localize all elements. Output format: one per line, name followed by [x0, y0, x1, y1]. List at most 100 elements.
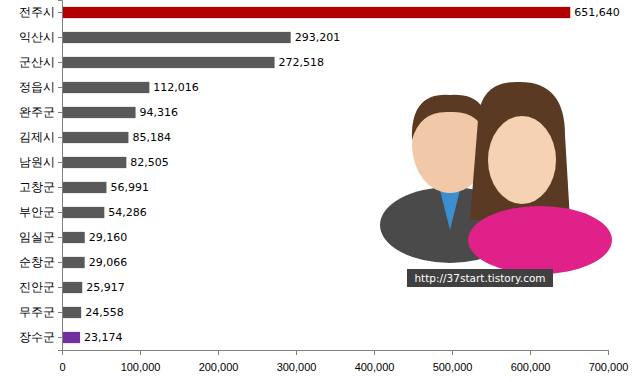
y-tick-label: 진안군: [19, 280, 55, 294]
bar: [62, 232, 85, 243]
data-label: 29,066: [89, 256, 128, 269]
y-tick-mark: [58, 162, 62, 163]
data-label: 272,518: [279, 56, 325, 69]
y-tick: 전주시: [19, 5, 62, 19]
bar: [62, 282, 82, 293]
x-tick-mark: [218, 350, 219, 355]
y-tick-label: 장수군: [19, 330, 55, 344]
y-tick-label: 정읍시: [19, 80, 55, 94]
data-label: 54,286: [108, 206, 147, 219]
y-tick-mark: [58, 337, 62, 338]
y-tick: 진안군: [19, 280, 62, 294]
y-tick-label: 완주군: [19, 105, 55, 119]
x-tick-label: 700,000: [589, 361, 629, 373]
bar: [62, 332, 80, 343]
icon-hair-woman: [470, 82, 570, 220]
y-tick-label: 김제시: [19, 130, 55, 144]
data-label: 24,558: [85, 306, 124, 319]
data-label: 112,016: [153, 81, 199, 94]
x-tick: 100,000: [121, 350, 161, 373]
data-label: 82,505: [130, 156, 169, 169]
bar: [62, 107, 136, 118]
bar: [62, 57, 275, 68]
bar: [62, 32, 291, 43]
x-axis-line: [63, 351, 609, 356]
x-tick-label: 300,000: [277, 361, 317, 373]
data-label: 56,991: [110, 181, 148, 194]
icon-tie: [440, 190, 460, 230]
y-tick: 남원시: [19, 155, 62, 169]
data-label: 29,160: [89, 231, 128, 244]
data-label: 651,640: [574, 6, 620, 19]
y-axis: 전주시익산시군산시정읍시완주군김제시남원시고창군부안군임실군순창군진안군무주군장…: [19, 1, 63, 351]
x-tick-label: 400,000: [355, 361, 395, 373]
icon-hair-man: [412, 95, 488, 140]
bar: [62, 82, 149, 93]
y-tick-mark: [58, 237, 62, 238]
x-tick: 600,000: [511, 350, 551, 373]
y-tick-mark: [58, 187, 62, 188]
y-tick: 무주군: [19, 305, 62, 319]
x-tick-mark: [296, 350, 297, 355]
y-tick-mark: [58, 137, 62, 138]
data-label: 85,184: [132, 131, 171, 144]
y-tick-label: 군산시: [19, 55, 55, 69]
x-tick: 200,000: [199, 350, 239, 373]
y-tick-mark: [58, 312, 62, 313]
y-tick: 완주군: [19, 105, 62, 119]
x-tick-mark: [140, 350, 141, 355]
y-tick-mark: [58, 62, 62, 63]
annotation: http://37start.tistory.com: [414, 272, 545, 284]
data-labels: 651,640 293,201 272,518 112,016 94,316 85,184…: [84, 6, 620, 344]
y-tick: 김제시: [19, 130, 62, 144]
x-axis: 0 100,000 200,000 300,000 400,000 500,000 600,…: [59, 350, 628, 373]
y-tick-mark: [58, 87, 62, 88]
x-tick-mark: [530, 350, 531, 355]
y-tick-label: 익산시: [19, 30, 55, 44]
annotation-box: [407, 269, 553, 287]
data-label: 23,174: [84, 331, 123, 344]
x-tick: 400,000: [355, 350, 395, 373]
bar: [62, 207, 104, 218]
y-tick-mark: [58, 287, 62, 288]
y-tick-mark: [58, 262, 62, 263]
x-tick-mark: [452, 350, 453, 355]
x-tick: 300,000: [277, 350, 317, 373]
y-tick-label: 남원시: [19, 155, 55, 169]
x-tick-label: 200,000: [199, 361, 239, 373]
y-tick-mark: [58, 112, 62, 113]
y-tick-label: 고창군: [19, 180, 55, 194]
bars: [62, 7, 570, 343]
y-tick-label: 무주군: [19, 305, 55, 319]
bar: [62, 132, 128, 143]
icon-body-woman: [468, 206, 612, 274]
y-tick-mark: [58, 212, 62, 213]
y-tick-mark: [58, 12, 62, 13]
people-icon: [380, 82, 612, 274]
x-tick: 500,000: [433, 350, 473, 373]
y-axis-line: [58, 1, 63, 351]
icon-head-woman: [488, 116, 556, 204]
y-tick: 정읍시: [19, 80, 62, 94]
y-tick: 고창군: [19, 180, 62, 194]
y-tick: 익산시: [19, 30, 62, 44]
data-label: 94,316: [140, 106, 179, 119]
x-tick-mark: [374, 350, 375, 355]
data-label: 293,201: [295, 31, 341, 44]
bar: [62, 307, 81, 318]
x-tick: 0: [59, 350, 65, 373]
bar: [62, 157, 126, 168]
x-tick-label: 0: [59, 361, 65, 373]
y-tick: 군산시: [19, 55, 62, 69]
data-label: 25,917: [86, 281, 125, 294]
x-tick-mark: [608, 350, 609, 355]
x-tick-label: 600,000: [511, 361, 551, 373]
y-tick-label: 전주시: [19, 5, 55, 19]
y-tick-mark: [58, 37, 62, 38]
bar: [62, 182, 106, 193]
x-tick-label: 500,000: [433, 361, 473, 373]
y-tick: 장수군: [19, 330, 62, 344]
chart: http://37start.tistory.com 651,640 293,201…: [0, 0, 632, 382]
y-tick: 순창군: [19, 255, 62, 269]
y-tick-label: 순창군: [19, 255, 55, 269]
